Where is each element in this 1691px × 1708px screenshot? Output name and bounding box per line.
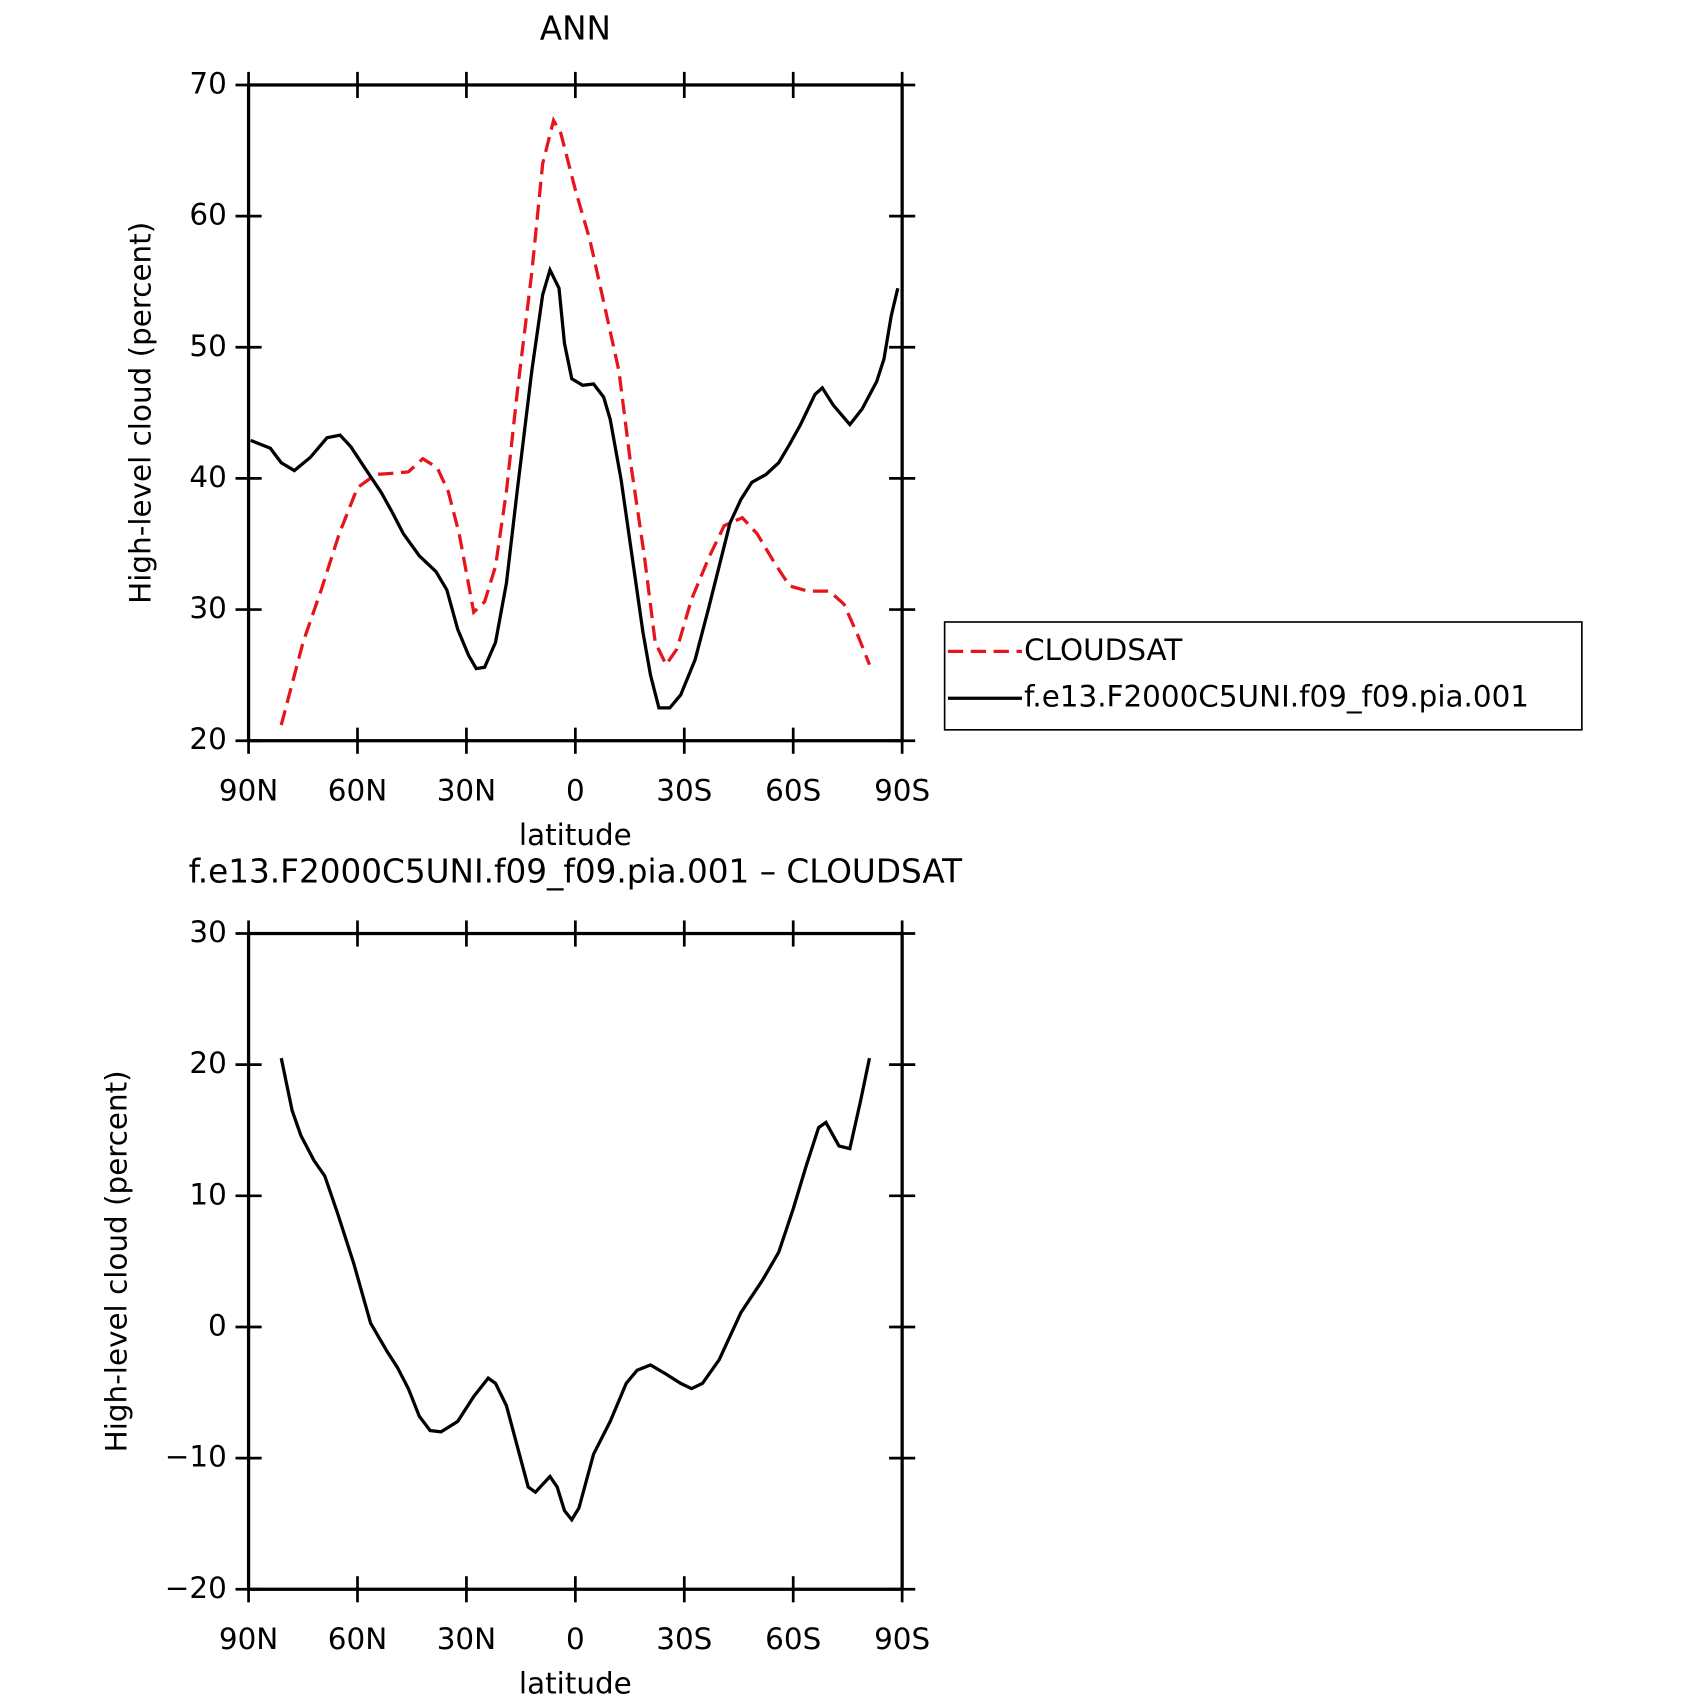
x-tick-label: 30N bbox=[437, 1622, 496, 1656]
y-tick-label: 30 bbox=[189, 915, 226, 949]
plot-frame bbox=[246, 931, 904, 1591]
chart-title: f.e13.F2000C5UNI.f09_f09.pia.001 – CLOUD… bbox=[189, 853, 963, 891]
x-axis-label: latitude bbox=[519, 1667, 632, 1701]
y-tick-label: 50 bbox=[189, 329, 226, 363]
x-tick-label: 60N bbox=[328, 1622, 387, 1656]
x-tick-label: 60N bbox=[328, 773, 387, 807]
y-tick-label: 10 bbox=[189, 1177, 226, 1211]
y-tick-label: 30 bbox=[189, 591, 226, 625]
x-tick-label: 30S bbox=[656, 773, 712, 807]
y-tick-label: 0 bbox=[208, 1308, 227, 1342]
legend-label: CLOUDSAT bbox=[1024, 633, 1183, 667]
x-tick-label: 60S bbox=[765, 773, 821, 807]
x-tick-label: 90S bbox=[874, 1622, 930, 1656]
legend-label: f.e13.F2000C5UNI.f09_f09.pia.001 bbox=[1024, 680, 1529, 714]
y-axis-label: High-level cloud (percent) bbox=[123, 222, 157, 604]
x-axis-label: latitude bbox=[519, 818, 632, 852]
x-tick-label: 90S bbox=[874, 773, 930, 807]
legend-box bbox=[943, 621, 1583, 731]
y-tick-label: 20 bbox=[189, 722, 226, 756]
y-tick-label: 60 bbox=[189, 198, 226, 232]
x-tick-label: 30N bbox=[437, 773, 496, 807]
x-tick-label: 0 bbox=[566, 1622, 585, 1656]
series-line bbox=[279, 115, 871, 726]
x-tick-label: 60S bbox=[765, 1622, 821, 1656]
x-tick-label: 90N bbox=[219, 1622, 278, 1656]
y-tick-label: 20 bbox=[189, 1046, 226, 1080]
x-tick-label: 90N bbox=[219, 773, 278, 807]
x-tick-label: 0 bbox=[566, 773, 585, 807]
series-line bbox=[279, 1057, 872, 1523]
y-tick-label: 40 bbox=[189, 460, 226, 494]
y-tick-label: −10 bbox=[165, 1440, 227, 1474]
x-tick-label: 30S bbox=[656, 1622, 712, 1656]
series-line bbox=[250, 265, 900, 710]
y-tick-label: −20 bbox=[165, 1571, 227, 1605]
y-tick-label: 70 bbox=[189, 66, 226, 100]
y-axis-label: High-level cloud (percent) bbox=[99, 1070, 133, 1452]
chart-title: ANN bbox=[540, 10, 611, 48]
